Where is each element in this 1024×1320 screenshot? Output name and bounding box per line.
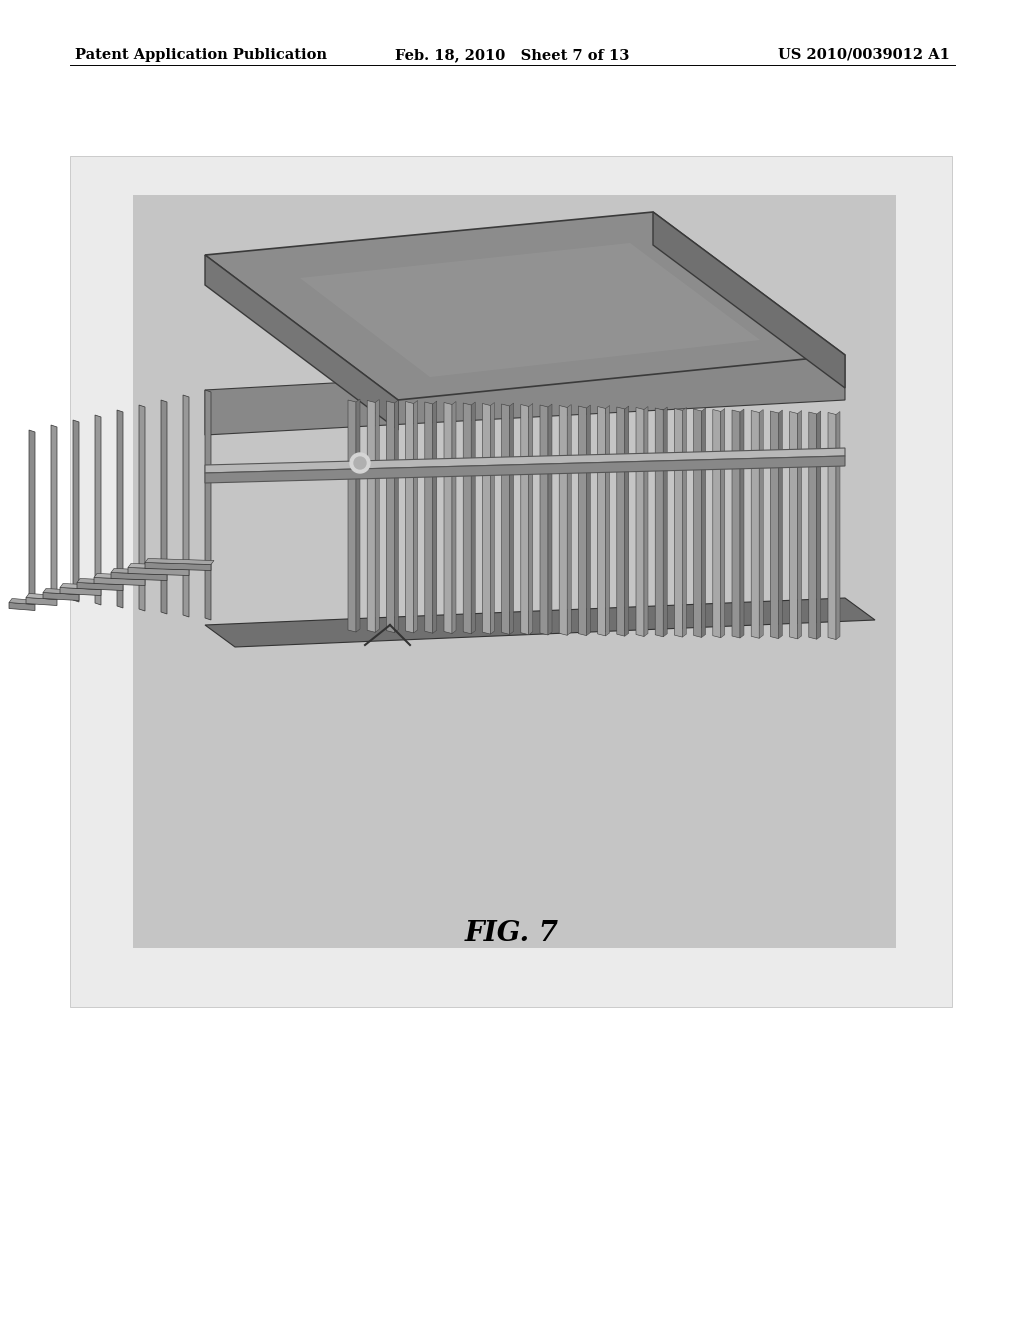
Polygon shape <box>693 409 701 638</box>
Polygon shape <box>701 408 706 638</box>
Polygon shape <box>502 404 510 635</box>
Polygon shape <box>759 409 763 639</box>
Polygon shape <box>540 405 548 635</box>
Polygon shape <box>348 400 356 632</box>
Polygon shape <box>471 403 475 634</box>
Polygon shape <box>375 400 379 632</box>
Polygon shape <box>482 404 490 634</box>
Polygon shape <box>559 405 567 635</box>
Polygon shape <box>616 407 625 636</box>
Polygon shape <box>77 578 126 585</box>
Polygon shape <box>205 355 845 436</box>
Polygon shape <box>444 403 452 634</box>
Polygon shape <box>128 564 193 569</box>
Polygon shape <box>139 405 145 611</box>
Polygon shape <box>579 407 587 636</box>
Polygon shape <box>817 411 821 639</box>
Polygon shape <box>653 213 845 388</box>
Polygon shape <box>145 562 211 570</box>
Polygon shape <box>770 411 778 639</box>
Polygon shape <box>836 412 840 639</box>
Polygon shape <box>425 403 433 634</box>
Polygon shape <box>368 400 375 632</box>
Polygon shape <box>740 409 744 638</box>
Polygon shape <box>161 400 167 614</box>
Polygon shape <box>205 389 211 620</box>
Circle shape <box>350 453 370 473</box>
Polygon shape <box>828 412 836 639</box>
Text: Feb. 18, 2010   Sheet 7 of 13: Feb. 18, 2010 Sheet 7 of 13 <box>395 48 629 62</box>
Polygon shape <box>9 598 38 605</box>
Polygon shape <box>528 404 532 635</box>
Polygon shape <box>664 407 668 636</box>
Polygon shape <box>43 589 82 594</box>
Polygon shape <box>394 400 398 632</box>
Polygon shape <box>111 573 167 581</box>
Polygon shape <box>587 405 591 636</box>
Polygon shape <box>713 409 721 638</box>
Polygon shape <box>732 411 740 638</box>
Polygon shape <box>205 455 845 483</box>
Polygon shape <box>205 255 398 430</box>
Polygon shape <box>406 401 414 632</box>
Polygon shape <box>386 401 394 632</box>
Polygon shape <box>128 568 189 576</box>
Polygon shape <box>205 213 845 400</box>
Polygon shape <box>111 569 170 574</box>
Polygon shape <box>655 408 664 636</box>
Polygon shape <box>205 447 845 473</box>
Polygon shape <box>798 411 802 639</box>
Polygon shape <box>636 408 644 636</box>
Polygon shape <box>548 404 552 635</box>
Polygon shape <box>625 407 629 636</box>
Polygon shape <box>598 407 605 636</box>
Polygon shape <box>9 602 35 610</box>
Polygon shape <box>26 594 60 599</box>
Polygon shape <box>809 412 817 639</box>
Polygon shape <box>145 558 214 565</box>
Polygon shape <box>300 243 760 378</box>
Polygon shape <box>43 593 79 601</box>
Polygon shape <box>510 403 514 635</box>
Polygon shape <box>117 411 123 609</box>
Polygon shape <box>452 401 456 634</box>
Polygon shape <box>29 430 35 597</box>
Polygon shape <box>60 583 104 590</box>
Text: FIG. 7: FIG. 7 <box>465 920 559 946</box>
Polygon shape <box>183 395 189 616</box>
Polygon shape <box>790 412 798 639</box>
Polygon shape <box>778 411 782 639</box>
Bar <box>133 195 896 948</box>
Polygon shape <box>644 407 648 636</box>
Polygon shape <box>26 598 57 606</box>
Text: US 2010/0039012 A1: US 2010/0039012 A1 <box>778 48 950 62</box>
Text: Patent Application Publication: Patent Application Publication <box>75 48 327 62</box>
Polygon shape <box>356 399 360 632</box>
Polygon shape <box>414 400 418 632</box>
Polygon shape <box>567 404 571 635</box>
Polygon shape <box>77 582 123 590</box>
Polygon shape <box>95 414 101 605</box>
Polygon shape <box>605 405 609 636</box>
Bar <box>70 156 952 1007</box>
Polygon shape <box>433 401 437 634</box>
Polygon shape <box>675 408 682 638</box>
Polygon shape <box>752 411 759 639</box>
Polygon shape <box>73 420 79 602</box>
Polygon shape <box>60 587 101 595</box>
Polygon shape <box>721 408 725 638</box>
Polygon shape <box>205 598 874 647</box>
Polygon shape <box>521 404 528 635</box>
Polygon shape <box>682 408 686 638</box>
Polygon shape <box>94 578 145 586</box>
Polygon shape <box>94 573 148 579</box>
Polygon shape <box>490 403 495 634</box>
Polygon shape <box>51 425 57 599</box>
Circle shape <box>354 457 366 469</box>
Polygon shape <box>463 403 471 634</box>
